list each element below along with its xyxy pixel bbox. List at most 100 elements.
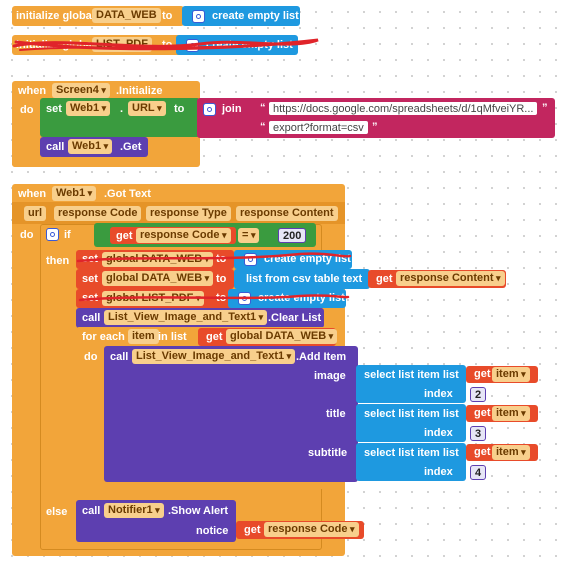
else-label: else xyxy=(46,506,68,518)
get-label: get xyxy=(244,524,261,536)
index-label: index xyxy=(424,427,453,439)
do-label: do xyxy=(84,351,98,363)
get-label: get xyxy=(206,331,223,343)
call-label: call xyxy=(110,351,129,363)
index-number-field[interactable]: 3 xyxy=(470,426,487,441)
quote-left: “ xyxy=(260,102,266,114)
set-label: set xyxy=(82,273,98,285)
to-label: to xyxy=(162,39,173,51)
param-response-type[interactable]: response Type xyxy=(146,206,231,221)
add-item-block[interactable] xyxy=(104,346,358,482)
method-name: .Clear List xyxy=(268,312,322,324)
format-text-field[interactable]: export?format=csv xyxy=(268,120,369,135)
dot-label: . xyxy=(120,103,124,115)
image-param-label: image xyxy=(314,370,346,382)
to-label: to xyxy=(162,10,173,22)
select-list-item-label: select list item list xyxy=(364,447,459,459)
index-label: index xyxy=(424,466,453,478)
set-label: set xyxy=(82,292,98,304)
set-label: set xyxy=(46,103,62,115)
create-empty-list-label: create empty list xyxy=(258,292,345,304)
call-label: call xyxy=(82,505,101,517)
variable-dropdown[interactable]: global DATA_WEB xyxy=(102,271,214,286)
method-name: .Get xyxy=(120,141,142,153)
do-label: do xyxy=(20,229,34,241)
event-name: .Initialize xyxy=(116,85,163,97)
gear-icon[interactable] xyxy=(238,292,251,305)
variable-dropdown[interactable]: item xyxy=(492,367,530,382)
list-from-csv-block[interactable] xyxy=(234,269,370,289)
to-label: to xyxy=(174,103,185,115)
select-list-item-block[interactable] xyxy=(356,443,466,481)
component-dropdown[interactable]: List_View_Image_and_Text1 xyxy=(104,310,268,325)
method-name: .Show Alert xyxy=(168,505,229,517)
for-each-label: for each xyxy=(82,331,125,343)
to-label: to xyxy=(216,253,227,265)
variable-dropdown[interactable]: item xyxy=(492,406,530,421)
subtitle-param-label: subtitle xyxy=(308,447,348,459)
param-response-code[interactable]: response Code xyxy=(54,206,142,221)
quote-left: “ xyxy=(260,121,266,133)
global-name-field[interactable]: LIST_PDF xyxy=(92,37,152,52)
property-dropdown[interactable]: URL xyxy=(128,101,166,116)
gear-icon[interactable] xyxy=(244,253,257,266)
get-label: get xyxy=(116,230,133,242)
to-label: to xyxy=(216,273,227,285)
variable-dropdown[interactable]: response Content xyxy=(396,271,505,286)
join-label: join xyxy=(222,103,242,115)
quote-right: ” xyxy=(542,102,548,114)
component-dropdown[interactable]: List_View_Image_and_Text1 xyxy=(132,349,296,364)
component-dropdown[interactable]: Screen4 xyxy=(52,83,110,98)
global-name-field[interactable]: DATA_WEB xyxy=(92,8,161,23)
create-empty-list-label: create empty list xyxy=(264,253,351,265)
select-list-item-block[interactable] xyxy=(356,404,466,442)
call-label: call xyxy=(46,141,65,153)
initialize-global-label: initialize global xyxy=(16,39,95,51)
gear-icon[interactable] xyxy=(186,39,199,52)
component-dropdown[interactable]: Web1 xyxy=(52,186,97,201)
param-url[interactable]: url xyxy=(24,206,47,221)
url-text-field[interactable]: https://docs.google.com/spreadsheets/d/1… xyxy=(268,101,539,116)
select-list-item-label: select list item list xyxy=(364,369,459,381)
when-label: when xyxy=(18,85,47,97)
index-number-field[interactable]: 2 xyxy=(470,387,487,402)
to-label: to xyxy=(216,292,227,304)
set-label: set xyxy=(82,253,98,265)
variable-dropdown[interactable]: global LIST_PDF xyxy=(102,291,205,306)
quote-right: ” xyxy=(372,121,378,133)
get-label: get xyxy=(376,273,393,285)
event-name: .Got Text xyxy=(104,188,151,200)
gear-icon[interactable] xyxy=(46,228,59,241)
variable-dropdown[interactable]: global DATA_WEB xyxy=(102,252,214,267)
index-number-field[interactable]: 4 xyxy=(470,465,487,480)
call-label: call xyxy=(82,312,101,324)
select-list-item-label: select list item list xyxy=(364,408,459,420)
gear-icon[interactable] xyxy=(203,103,216,116)
get-label: get xyxy=(474,446,491,458)
get-label: get xyxy=(474,407,491,419)
if-label: if xyxy=(64,229,71,241)
when-label: when xyxy=(18,188,47,200)
do-label: do xyxy=(20,104,34,116)
select-list-item-block[interactable] xyxy=(356,365,466,403)
gear-icon[interactable] xyxy=(192,10,205,23)
loop-variable[interactable]: item xyxy=(128,329,159,344)
initialize-global-label: initialize global xyxy=(16,10,95,22)
variable-dropdown[interactable]: global DATA_WEB xyxy=(226,329,338,344)
web-component-dropdown[interactable]: Web1 xyxy=(66,101,111,116)
component-dropdown[interactable]: Notifier1 xyxy=(104,503,164,518)
variable-dropdown[interactable]: item xyxy=(492,445,530,460)
operator-dropdown[interactable]: = xyxy=(238,228,260,243)
number-field[interactable]: 200 xyxy=(278,228,307,243)
create-empty-list-label: create empty list xyxy=(206,39,293,51)
web-component-dropdown[interactable]: Web1 xyxy=(68,139,113,154)
method-name: .Add Item xyxy=(296,351,347,363)
create-empty-list-label: create empty list xyxy=(212,10,299,22)
index-label: index xyxy=(424,388,453,400)
create-empty-list-block[interactable] xyxy=(182,6,300,26)
list-from-csv-label: list from csv table text xyxy=(246,273,363,285)
variable-dropdown[interactable]: response Code xyxy=(264,522,359,537)
param-response-content[interactable]: response Content xyxy=(236,206,338,221)
then-label: then xyxy=(46,255,70,267)
variable-dropdown[interactable]: response Code xyxy=(136,228,231,243)
